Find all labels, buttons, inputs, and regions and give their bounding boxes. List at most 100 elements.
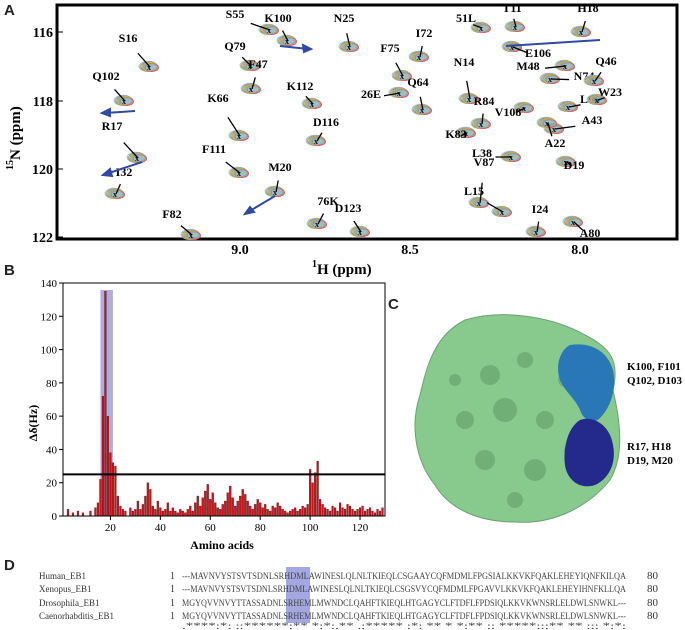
y-tick-label: 118 xyxy=(33,95,53,110)
svg-text:x: x xyxy=(595,96,599,105)
bar xyxy=(281,509,284,517)
alignment-row: Xenopus_EB1 1 ---MAVNVYSTSVTSDNLSRHDMLAWIN… xyxy=(39,583,659,595)
peak-a22: x A22 xyxy=(536,116,565,150)
peak-label: 51L xyxy=(456,11,476,25)
peak-f82: x F82 xyxy=(162,207,201,241)
svg-text:x: x xyxy=(477,199,481,208)
bar xyxy=(366,509,369,517)
bar xyxy=(149,489,152,517)
chart-frame xyxy=(62,282,386,517)
bar xyxy=(236,500,239,517)
bar xyxy=(204,490,207,517)
alignment-row: Drosophila_EB1 1 MGYQVVNVYTTASSADNLSRHEMLM… xyxy=(39,597,659,609)
x-ticks: 9.0 8.5 8.0 xyxy=(231,243,589,258)
peak-m20: x M20 xyxy=(264,160,292,198)
peak-s55: x S55 xyxy=(226,7,279,36)
x-tick-label: 8.5 xyxy=(401,243,419,258)
peak-q102: x Q102 xyxy=(92,69,135,107)
bar xyxy=(269,510,272,517)
bar xyxy=(206,484,209,517)
svg-text:x: x xyxy=(510,43,514,52)
bar xyxy=(134,509,137,517)
peak-t11: x T11 xyxy=(502,1,525,33)
peak-q46: x Q46 xyxy=(583,54,617,87)
start-position: 1 xyxy=(170,571,175,582)
bar xyxy=(333,507,337,517)
bar xyxy=(348,505,352,517)
bar xyxy=(131,510,134,517)
bar xyxy=(381,507,384,517)
y-axis-label: 15N (ppm) xyxy=(5,106,24,170)
bar xyxy=(194,502,197,517)
svg-text:x: x xyxy=(285,37,289,46)
x-tick-label: 60 xyxy=(205,522,217,534)
bar xyxy=(211,492,214,517)
y-tick-label: 116 xyxy=(33,26,53,41)
peak-label: Q79 xyxy=(224,39,245,53)
binding-site-k100-d103 xyxy=(558,344,615,422)
bar xyxy=(353,510,357,517)
bar xyxy=(336,510,339,517)
alignment-row: Human_EB1 1 ---MAVNVYSTSVTSDNLSRHDMLAWINES… xyxy=(39,570,659,582)
svg-text:x: x xyxy=(248,62,252,71)
bar xyxy=(314,472,317,517)
bar xyxy=(174,510,177,517)
site1-label-line2: Q102, D103 xyxy=(627,375,683,387)
bar xyxy=(271,505,274,517)
alignment-rows: Human_EB1 1 ---MAVNVYSTSVTSDNLSRHDMLAWINES… xyxy=(39,570,659,630)
bar xyxy=(169,510,172,517)
bar xyxy=(196,495,199,517)
bar xyxy=(141,504,144,517)
y-ticks: 116 118 120 122 xyxy=(32,26,63,246)
peak-label: F47 xyxy=(248,57,267,71)
svg-text:x: x xyxy=(479,24,483,33)
y-tick-label: 120 xyxy=(32,163,53,178)
spectrum-frame xyxy=(55,3,679,241)
bar xyxy=(224,500,227,517)
peak-label: M48 xyxy=(516,59,539,73)
bar xyxy=(171,507,174,517)
svg-text:x: x xyxy=(571,218,575,227)
peak-label: D116 xyxy=(313,115,339,129)
bar xyxy=(199,505,202,517)
bar xyxy=(144,495,147,517)
peak-h18: x H18 xyxy=(570,1,599,38)
start-position: 1 xyxy=(170,611,175,622)
svg-text:x: x xyxy=(513,23,517,32)
peak-label: K100 xyxy=(264,11,291,25)
sequence: MGYQVVNVYTTASSADNLSRHEMLMWNDCLQAHFTKIEQL… xyxy=(182,611,626,621)
bar xyxy=(249,505,252,517)
bar xyxy=(259,502,262,517)
svg-text:x: x xyxy=(479,120,483,129)
peak-s16: x S16 xyxy=(119,31,159,73)
svg-text:x: x xyxy=(400,72,404,81)
y-axis-title: Δδ(Hz) xyxy=(26,405,40,441)
bar xyxy=(299,509,302,517)
peak-label: W23 xyxy=(598,85,622,99)
peak-label: R17 xyxy=(102,119,123,133)
svg-text:x: x xyxy=(500,208,504,217)
bar xyxy=(231,497,234,517)
shift-arrows xyxy=(99,39,601,216)
bar xyxy=(291,509,294,517)
svg-text:x: x xyxy=(467,95,471,104)
protein-surface-structure: K100, F101 Q102, D103 R17, H18 D19, M20 xyxy=(414,314,683,523)
svg-text:x: x xyxy=(273,188,277,197)
species-name: Xenopus_EB1 xyxy=(39,584,92,594)
bar xyxy=(294,507,297,517)
bar xyxy=(181,510,184,517)
bar xyxy=(266,509,269,517)
peak-label: V108 xyxy=(495,105,522,119)
bar xyxy=(234,505,237,517)
peak-label: 76K xyxy=(317,194,339,208)
peak-label: E106 xyxy=(525,46,551,60)
panel-label-c: C xyxy=(388,296,399,313)
peak-d123: x D123 xyxy=(335,201,370,238)
peak-a80: x A80 xyxy=(562,215,600,240)
y-tick-label: 140 xyxy=(41,278,58,290)
bar xyxy=(376,509,379,517)
peak-76k: x 76K xyxy=(306,194,339,230)
peak-label: F75 xyxy=(380,41,399,55)
peak-label: V87 xyxy=(474,155,495,169)
